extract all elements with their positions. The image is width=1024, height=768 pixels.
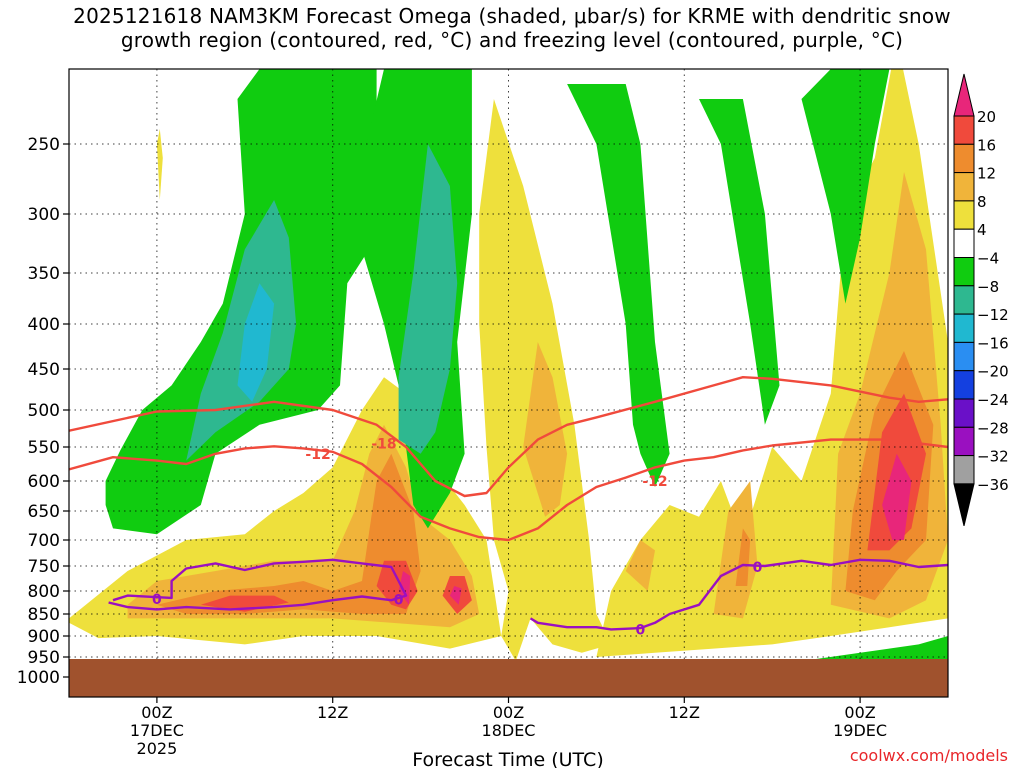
dgz-contour-label-2: -12 xyxy=(642,474,667,490)
omega-region-ascent-east-right xyxy=(699,99,780,425)
omega-region-ascent-strong-center xyxy=(398,144,458,454)
colorbar-top-arrow xyxy=(953,73,975,117)
colorbar-swatch-5 xyxy=(953,228,975,258)
colorbar-swatch-3 xyxy=(953,172,975,202)
colorbar-label-7: −12 xyxy=(977,306,1009,324)
omega-region-ascent-strong-west xyxy=(186,200,297,461)
x-tick-label-12-0: 12Z xyxy=(317,703,348,722)
colorbar-label-9: −20 xyxy=(977,363,1009,381)
dgz-contour-label-1: -12 xyxy=(305,447,330,463)
dgz-contour-label-0: -18 xyxy=(371,436,396,452)
freezing-contour-label-0: 0 xyxy=(152,592,162,608)
omega-region-ascent-max-west xyxy=(237,283,275,402)
x-tick-label-0-1: 17DEC xyxy=(130,721,184,740)
omega-region-ascent-east-band xyxy=(567,84,670,487)
colorbar-label-4: 4 xyxy=(977,221,987,239)
colorbar-label-6: −8 xyxy=(977,278,999,296)
colorbar-swatch-8 xyxy=(953,313,975,343)
omega-region-ascent-sfc-east xyxy=(669,636,948,661)
ground-surface xyxy=(69,659,948,697)
contours: -18 -12 -12 0 0 0 0 xyxy=(69,376,948,638)
colorbar-swatch-1 xyxy=(953,115,975,145)
colorbar-swatch-11 xyxy=(953,398,975,428)
y-tick-label-350: 350 xyxy=(28,264,60,284)
colorbar-label-13: −36 xyxy=(977,476,1009,494)
omega-region-descent-red-west xyxy=(200,595,289,612)
y-tick-label-850: 850 xyxy=(28,605,60,625)
colorbar-swatch-7 xyxy=(953,285,975,315)
y-tick-label-550: 550 xyxy=(28,438,60,458)
colorbar-label-3: 8 xyxy=(977,193,987,211)
y-tick-label-650: 650 xyxy=(28,502,60,522)
y-tick-label-1000: 1000 xyxy=(17,668,60,688)
x-axis-title: Forecast Time (UTC) xyxy=(412,749,603,768)
y-tick-label-600: 600 xyxy=(28,472,60,492)
colorbar-swatch-4 xyxy=(953,200,975,230)
freezing-contour-line-2 xyxy=(529,558,948,631)
colorbar-swatch-9 xyxy=(953,341,975,372)
colorbar-label-5: −4 xyxy=(977,250,999,268)
y-tick-label-250: 250 xyxy=(28,135,60,155)
x-tick-label-48-1: 19DEC xyxy=(833,721,887,740)
y-tick-label-700: 700 xyxy=(28,531,60,551)
omega-region-ascent-far-east xyxy=(801,69,890,304)
y-tick-label-500: 500 xyxy=(28,401,60,421)
y-tick-label-450: 450 xyxy=(28,360,60,380)
y-tick-label-400: 400 xyxy=(28,315,60,335)
omega-region-descent-strong-mid xyxy=(735,528,751,586)
freezing-contour-label-3: 0 xyxy=(753,560,763,576)
y-axis: 2503003504004505005506006507007508008509… xyxy=(17,135,69,688)
x-tick-label-0-0: 00Z xyxy=(141,703,172,722)
colorbar-label-11: −28 xyxy=(977,419,1009,437)
dgz-contour-line-0 xyxy=(69,376,948,498)
colorbar-swatch-13 xyxy=(953,455,975,485)
chart-title: 2025121618 NAM3KM Forecast Omega (shaded… xyxy=(73,4,951,52)
dgz-contour-line-1 xyxy=(69,438,948,542)
omega-region-descent-max-east xyxy=(882,453,912,540)
colorbar-swatch-10 xyxy=(953,370,975,400)
colorbar-label-10: −24 xyxy=(977,391,1009,409)
x-tick-label-36-0: 12Z xyxy=(669,703,700,722)
colorbar-bottom-arrow xyxy=(953,483,975,527)
x-tick-label-24-1: 18DEC xyxy=(482,721,536,740)
freezing-contour-line-0 xyxy=(108,558,408,611)
credit-text: coolwx.com/models xyxy=(850,746,1008,765)
colorbar-swatch-6 xyxy=(953,257,975,287)
x-tick-label-0-2: 2025 xyxy=(137,739,178,758)
y-tick-label-300: 300 xyxy=(28,205,60,225)
y-tick-label-950: 950 xyxy=(28,648,60,668)
colorbar-swatch-2 xyxy=(953,143,975,174)
omega-region-descent-mod-east xyxy=(523,342,568,517)
y-tick-label-900: 900 xyxy=(28,627,60,647)
y-tick-label-800: 800 xyxy=(28,582,60,602)
colorbar-label-12: −32 xyxy=(977,448,1009,466)
colorbar-label-1: 16 xyxy=(977,136,996,154)
omega-region-descent-max-center xyxy=(398,571,411,605)
colorbar-label-8: −16 xyxy=(977,334,1009,352)
omega-region-descent-max-center2 xyxy=(449,586,462,605)
freezing-contour-label-1: 0 xyxy=(394,592,404,608)
colorbar-label-0: 20 xyxy=(977,108,996,126)
colorbar: 20 16 12 8 4 −4 −8 −12 −16 −20 −24 −28 −32 −36 xyxy=(953,73,1009,527)
y-tick-label-750: 750 xyxy=(28,557,60,577)
omega-region-descent-upper-west-edge xyxy=(156,129,163,200)
x-tick-label-24-0: 00Z xyxy=(493,703,524,722)
colorbar-label-2: 12 xyxy=(977,165,996,183)
freezing-contour-label-2: 0 xyxy=(635,622,645,638)
omega-region-descent-mod-far-east xyxy=(625,540,655,591)
x-tick-label-48-0: 00Z xyxy=(844,703,875,722)
colorbar-swatch-12 xyxy=(953,426,975,457)
